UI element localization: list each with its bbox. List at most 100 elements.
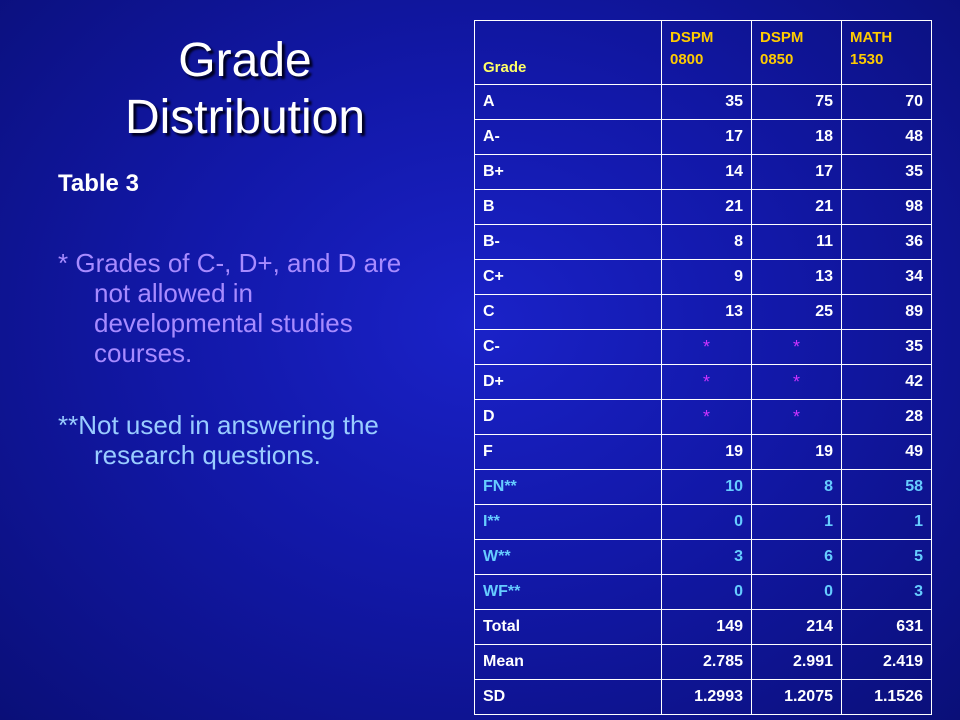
value-cell: 48 [841, 119, 932, 155]
value-cell: 21 [661, 189, 752, 225]
header-dspm-0800: DSPM 0800 [661, 20, 752, 85]
grade-cell: W** [474, 539, 662, 575]
table-row: C 13 25 89 [474, 294, 932, 330]
title-line-1: Grade [178, 34, 312, 87]
grade-cell: F [474, 434, 662, 470]
table-row: W** 3 6 5 [474, 539, 932, 575]
value-cell: 14 [661, 154, 752, 190]
grade-cell: B [474, 189, 662, 225]
value-cell: 0 [661, 504, 752, 540]
grade-cell: B- [474, 224, 662, 260]
value-cell: 0 [661, 574, 752, 610]
value-cell: 13 [751, 259, 842, 295]
value-cell: 3 [661, 539, 752, 575]
grade-cell: WF** [474, 574, 662, 610]
table-row: A 35 75 70 [474, 84, 932, 120]
value-cell: 17 [751, 154, 842, 190]
grade-cell: C+ [474, 259, 662, 295]
value-cell: * [751, 399, 842, 435]
value-cell: 28 [841, 399, 932, 435]
value-cell: 214 [751, 609, 842, 645]
value-cell: 8 [661, 224, 752, 260]
table-row: D+ * * 42 [474, 364, 932, 400]
header-math-1530: MATH 1530 [841, 20, 932, 85]
value-cell: * [661, 329, 752, 365]
grade-cell: B+ [474, 154, 662, 190]
value-cell: 631 [841, 609, 932, 645]
value-cell: 19 [661, 434, 752, 470]
value-cell: 75 [751, 84, 842, 120]
value-cell: 35 [841, 329, 932, 365]
grade-cell: C- [474, 329, 662, 365]
value-cell: 70 [841, 84, 932, 120]
value-cell: 58 [841, 469, 932, 505]
table-row: C+ 9 13 34 [474, 259, 932, 295]
table-row: F 19 19 49 [474, 434, 932, 470]
value-cell: 21 [751, 189, 842, 225]
value-cell: 9 [661, 259, 752, 295]
table-row: SD 1.2993 1.2075 1.1526 [474, 679, 932, 715]
grade-cell: A [474, 84, 662, 120]
title-line-2: Distribution [124, 91, 366, 144]
value-cell: * [751, 329, 842, 365]
value-cell: 98 [841, 189, 932, 225]
value-cell: 36 [841, 224, 932, 260]
note-unused-grades: **Not used in answering the research que… [58, 410, 379, 470]
value-cell: 10 [661, 469, 752, 505]
grade-cell: D+ [474, 364, 662, 400]
table-row: B- 8 11 36 [474, 224, 932, 260]
table-row: A- 17 18 48 [474, 119, 932, 155]
header-grade: Grade [474, 20, 662, 85]
value-cell: 1 [751, 504, 842, 540]
grade-cell: C [474, 294, 662, 330]
value-cell: * [661, 364, 752, 400]
slide-title: Grade Distribution [60, 32, 430, 146]
table-row: B+ 14 17 35 [474, 154, 932, 190]
value-cell: * [751, 364, 842, 400]
value-cell: 6 [751, 539, 842, 575]
header-dspm-0850: DSPM 0850 [751, 20, 842, 85]
value-cell: 25 [751, 294, 842, 330]
value-cell: 2.785 [661, 644, 752, 680]
value-cell: 42 [841, 364, 932, 400]
grade-cell: A- [474, 119, 662, 155]
value-cell: 18 [751, 119, 842, 155]
grade-cell: Mean [474, 644, 662, 680]
note-restricted-grades: * Grades of C-, D+, and D are not allowe… [58, 248, 402, 368]
table-row: Mean 2.785 2.991 2.419 [474, 644, 932, 680]
value-cell: * [661, 399, 752, 435]
value-cell: 35 [841, 154, 932, 190]
table-row: WF** 0 0 3 [474, 574, 932, 610]
table-row: I** 0 1 1 [474, 504, 932, 540]
value-cell: 2.991 [751, 644, 842, 680]
value-cell: 8 [751, 469, 842, 505]
value-cell: 3 [841, 574, 932, 610]
grade-cell: Total [474, 609, 662, 645]
value-cell: 1.2993 [661, 679, 752, 715]
value-cell: 49 [841, 434, 932, 470]
grade-distribution-table: Grade DSPM 0800 DSPM 0850 MATH 1530 A 35 7… [474, 20, 932, 715]
value-cell: 1 [841, 504, 932, 540]
value-cell: 11 [751, 224, 842, 260]
value-cell: 34 [841, 259, 932, 295]
value-cell: 19 [751, 434, 842, 470]
header-row: Grade DSPM 0800 DSPM 0850 MATH 1530 [474, 20, 932, 85]
value-cell: 13 [661, 294, 752, 330]
value-cell: 0 [751, 574, 842, 610]
table-row: FN** 10 8 58 [474, 469, 932, 505]
value-cell: 35 [661, 84, 752, 120]
value-cell: 17 [661, 119, 752, 155]
table-caption: Table 3 [58, 170, 139, 197]
grade-cell: D [474, 399, 662, 435]
table-row: Total 149 214 631 [474, 609, 932, 645]
grade-cell: I** [474, 504, 662, 540]
value-cell: 5 [841, 539, 932, 575]
table-row: D * * 28 [474, 399, 932, 435]
value-cell: 1.1526 [841, 679, 932, 715]
value-cell: 2.419 [841, 644, 932, 680]
value-cell: 149 [661, 609, 752, 645]
grade-cell: FN** [474, 469, 662, 505]
value-cell: 1.2075 [751, 679, 842, 715]
table-row: C- * * 35 [474, 329, 932, 365]
grade-cell: SD [474, 679, 662, 715]
